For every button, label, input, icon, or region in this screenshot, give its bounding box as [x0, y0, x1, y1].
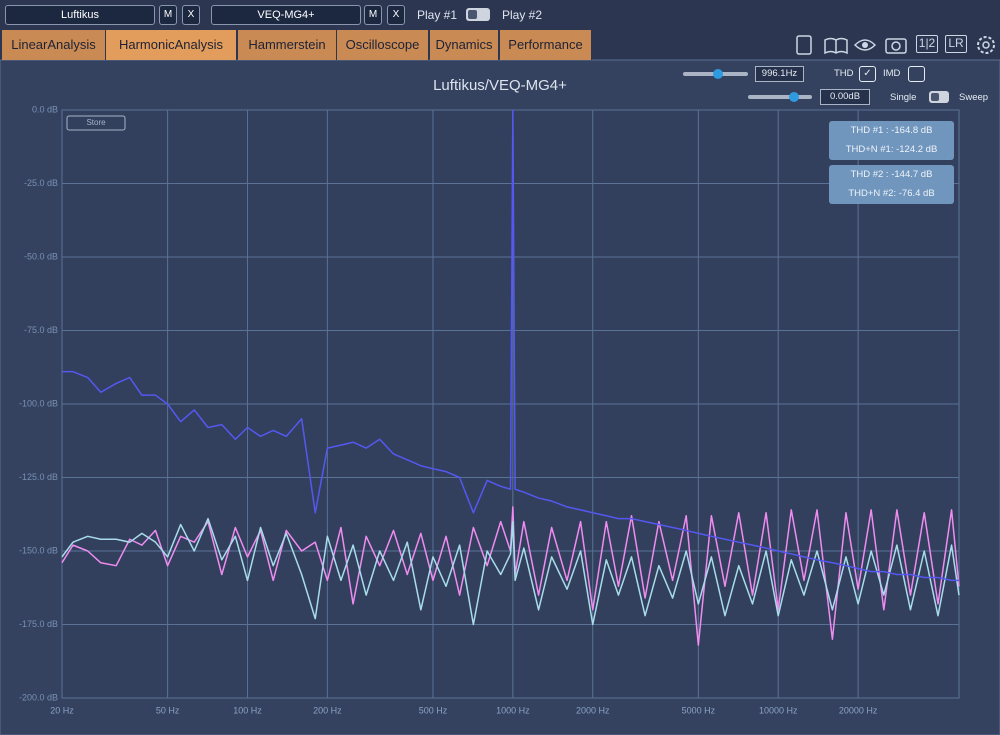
y-tick-label: -25.0 dB [24, 178, 58, 188]
y-tick-label: -150.0 dB [19, 545, 58, 555]
imd-label: IMD [883, 68, 901, 79]
view-icon[interactable] [853, 39, 877, 51]
x-tick-label: 200 Hz [313, 705, 342, 715]
store-label: Store [86, 118, 106, 127]
thd-label: THD [834, 68, 854, 79]
tab[interactable]: Performance [500, 30, 592, 60]
mute-button[interactable]: M [364, 5, 382, 25]
x-tick-label: 1000 Hz [496, 705, 530, 715]
y-tick-label: -200.0 dB [19, 692, 58, 702]
y-tick-label: 0.0 dB [32, 104, 58, 114]
x-tick-label: 50 Hz [156, 705, 180, 715]
x-tick-label: 100 Hz [233, 705, 262, 715]
notes-icon[interactable] [796, 35, 812, 55]
tab[interactable]: Oscilloscope [337, 30, 429, 60]
sweep-toggle[interactable] [929, 91, 949, 103]
result-box: THD #1 : -164.8 dB THD+N #1: -124.2 dB [829, 121, 954, 160]
thd-checkbox[interactable]: ✓ [859, 66, 876, 82]
view-icon-pupil [862, 42, 868, 48]
thdn-result: THD+N #1: -124.2 dB [845, 144, 938, 155]
plugin-2[interactable]: VEQ-MG4+ [211, 5, 361, 25]
camera-icon[interactable] [885, 38, 907, 54]
single-label: Single [890, 92, 917, 103]
x-tick-label: 20000 Hz [839, 705, 878, 715]
x-tick-label: 10000 Hz [759, 705, 798, 715]
chart-title: Luftikus/VEQ-MG4+ [433, 77, 567, 94]
sweep-label: Sweep [959, 92, 989, 103]
spectrum-line [62, 109, 959, 582]
imd-checkbox[interactable] [908, 66, 925, 82]
close-button[interactable]: X [182, 5, 200, 25]
slider-knob[interactable] [713, 69, 723, 79]
compare-icon[interactable]: 1|2 [916, 35, 938, 53]
close-button[interactable]: X [387, 5, 405, 25]
level-field[interactable]: 0.00dB [820, 89, 870, 105]
y-tick-label: -100.0 dB [19, 398, 58, 408]
play-1: Play #1 [417, 8, 458, 22]
slider-knob[interactable] [789, 92, 799, 102]
mute-button[interactable]: M [159, 5, 177, 25]
thd-result: THD #1 : -164.8 dB [850, 125, 933, 136]
spectrum-line [61, 517, 960, 626]
toggle-knob [468, 10, 477, 19]
y-tick-label: -50.0 dB [24, 251, 58, 261]
frequency-slider[interactable] [683, 69, 748, 79]
level-slider[interactable] [748, 92, 812, 102]
tab[interactable]: LinearAnalysis [2, 30, 106, 60]
camera-lens [891, 41, 901, 51]
result-box: THD #2 : -144.7 dB THD+N #2: -76.4 dB [829, 165, 954, 204]
settings-hub [982, 41, 990, 49]
tab[interactable]: HarmonicAnalysis [106, 30, 237, 60]
y-tick-label: -125.0 dB [19, 472, 58, 482]
settings-icon[interactable] [977, 36, 995, 54]
thdn-result: THD+N #2: -76.4 dB [848, 188, 935, 199]
plugin-1[interactable]: Luftikus [5, 5, 155, 25]
spectrum-line [61, 506, 960, 646]
x-tick-label: 500 Hz [419, 705, 448, 715]
manual-icon[interactable] [824, 37, 848, 55]
x-tick-label: 5000 Hz [682, 705, 716, 715]
play-toggle[interactable] [466, 8, 490, 21]
thd-result: THD #2 : -144.7 dB [850, 169, 933, 180]
toggle-knob [931, 93, 939, 101]
x-tick-label: 20 Hz [50, 705, 74, 715]
channels-icon[interactable]: LR [945, 35, 967, 53]
tab[interactable]: Hammerstein [238, 30, 337, 60]
x-tick-label: 2000 Hz [576, 705, 610, 715]
tab[interactable]: Dynamics [430, 30, 499, 60]
frequency-field[interactable]: 996.1Hz [755, 66, 804, 82]
y-tick-label: -175.0 dB [19, 619, 58, 629]
store-button[interactable] [66, 115, 126, 131]
icon-bar [796, 35, 995, 55]
y-tick-label: -75.0 dB [24, 325, 58, 335]
play-2: Play #2 [502, 8, 543, 22]
